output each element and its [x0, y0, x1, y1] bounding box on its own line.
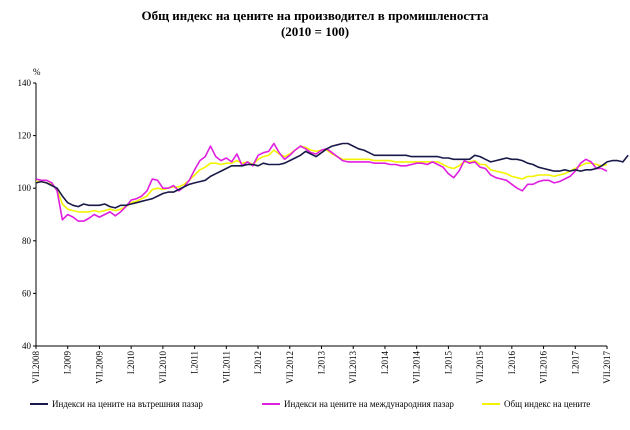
- chart-title: Общ индекс на цените на производител в п…: [141, 8, 489, 23]
- series-lines: [35, 142, 629, 222]
- legend-swatch-total: [482, 403, 500, 405]
- x-tick-label: I.2014: [380, 351, 390, 375]
- x-ticks: VII.2008 I.2009 VII.2009 I.2010 VII.2010 I.20…: [31, 346, 612, 384]
- legend: Индекси на цените на вътрешния пазар Инд…: [0, 399, 630, 419]
- x-tick-label: VII.2015: [475, 351, 485, 384]
- x-tick-label: I.2011: [190, 351, 200, 374]
- y-tick-label: 120: [18, 131, 32, 141]
- x-tick-label: I.2013: [317, 351, 327, 375]
- legend-item-international: Индекси на цените на международния пазар: [262, 399, 454, 409]
- x-tick-label: VII.2011: [221, 351, 231, 383]
- x-tick-label: VII.2013: [348, 351, 358, 384]
- series-line-1: [35, 142, 608, 222]
- x-tick-label: VII.2012: [285, 351, 295, 384]
- x-tick-label: I.2009: [63, 351, 73, 375]
- x-tick-label: VII.2017: [602, 351, 612, 384]
- series-line-0: [35, 142, 629, 209]
- legend-swatch-domestic: [30, 403, 48, 405]
- x-tick-label: I.2016: [507, 351, 517, 375]
- y-tick-label: 80: [22, 236, 32, 246]
- legend-item-total: Общ индекс на цените: [482, 399, 590, 409]
- x-tick-label: I.2017: [570, 351, 580, 375]
- legend-swatch-international: [262, 403, 280, 405]
- y-ticks: 40 60 80 100 120 140: [18, 78, 36, 351]
- axes: [35, 83, 607, 347]
- legend-label-domestic: Индекси на цените на вътрешния пазар: [52, 399, 203, 409]
- x-tick-label: VII.2009: [94, 351, 104, 384]
- x-tick-label: VII.2014: [412, 351, 422, 384]
- y-tick-label: 100: [18, 183, 32, 193]
- legend-label-total: Общ индекс на цените: [504, 399, 591, 409]
- x-tick-label: VII.2016: [539, 351, 549, 384]
- series-line-2: [36, 145, 608, 213]
- y-tick-label: 60: [22, 288, 32, 298]
- y-axis-unit-label: %: [33, 67, 41, 77]
- line-chart: % 40 60 80 100 120 140 VII.2008 I.2009 VII.2009…: [18, 67, 629, 384]
- x-tick-label: VII.2010: [158, 351, 168, 384]
- x-tick-label: I.2010: [126, 351, 136, 375]
- y-tick-label: 40: [22, 341, 32, 351]
- x-tick-label: I.2012: [253, 351, 263, 374]
- legend-item-domestic: Индекси на цените на вътрешния пазар: [30, 399, 203, 409]
- y-tick-label: 140: [18, 78, 32, 88]
- chart-subtitle: (2010 = 100): [280, 24, 350, 39]
- legend-label-international: Индекси на цените на международния пазар: [284, 399, 454, 409]
- x-tick-label: VII.2008: [31, 351, 41, 384]
- x-tick-label: I.2015: [443, 351, 453, 375]
